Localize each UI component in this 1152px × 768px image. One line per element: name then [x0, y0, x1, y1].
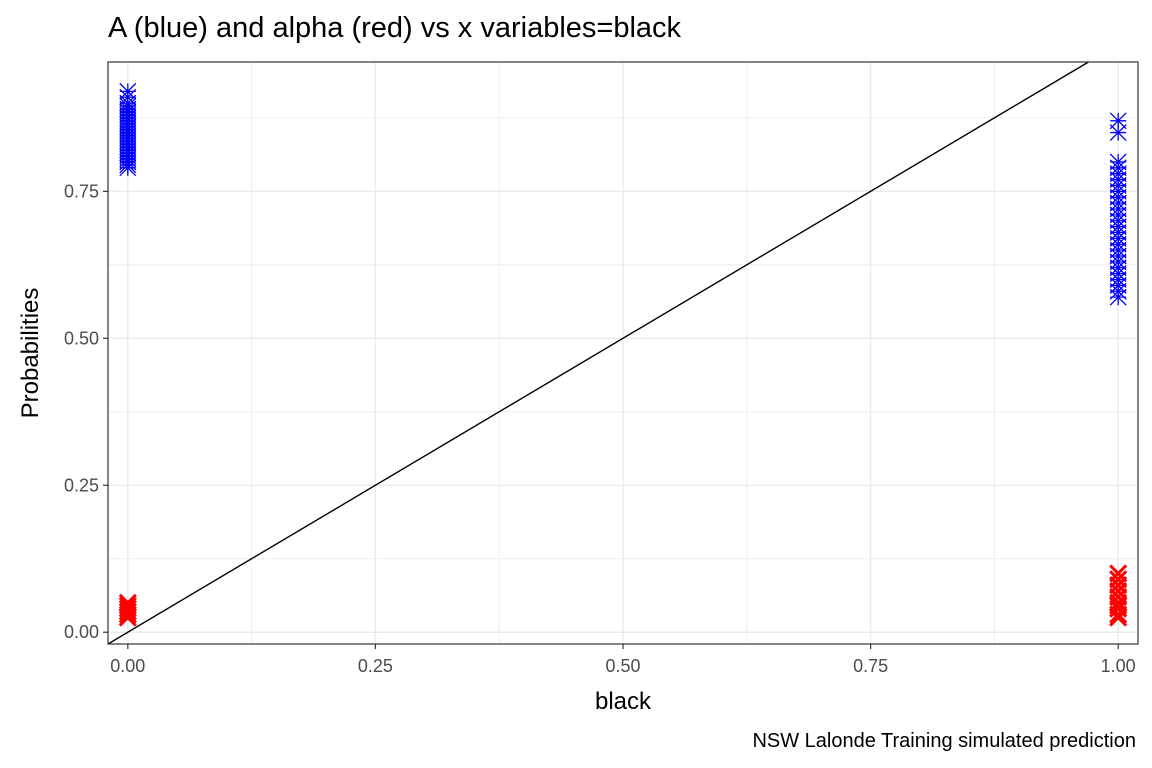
- x-tick-label: 0.25: [358, 656, 393, 676]
- x-axis: 0.00 0.25 0.50 0.75 1.00: [110, 644, 1136, 676]
- a-point: [1109, 124, 1127, 142]
- x-tick-label: 0.50: [605, 656, 640, 676]
- reference-line: [107, 61, 1089, 645]
- alpha-point: [118, 605, 137, 624]
- y-tick-label: 0.75: [64, 181, 99, 201]
- alpha-point: [1109, 605, 1128, 624]
- alpha-point: [118, 602, 137, 621]
- y-tick-label: 0.50: [64, 328, 99, 348]
- a-point: [1109, 288, 1127, 306]
- y-axis: 0.00 0.25 0.50 0.75: [64, 181, 108, 642]
- chart-title: A (blue) and alpha (red) vs x variables=…: [108, 12, 682, 44]
- x-axis-title: black: [595, 688, 652, 715]
- chart-caption: NSW Lalonde Training simulated predictio…: [752, 730, 1136, 752]
- y-tick-label: 0.25: [64, 475, 99, 495]
- alpha-point: [118, 608, 137, 627]
- y-tick-label: 0.00: [64, 622, 99, 642]
- y-axis-title: Probabilities: [17, 288, 44, 419]
- x-tick-label: 0.00: [110, 656, 145, 676]
- alpha-series: [118, 564, 1128, 627]
- a-point: [119, 159, 137, 177]
- x-tick-label: 0.75: [853, 656, 888, 676]
- x-tick-label: 1.00: [1101, 656, 1136, 676]
- a-series: [119, 82, 1127, 306]
- alpha-point: [1109, 608, 1128, 627]
